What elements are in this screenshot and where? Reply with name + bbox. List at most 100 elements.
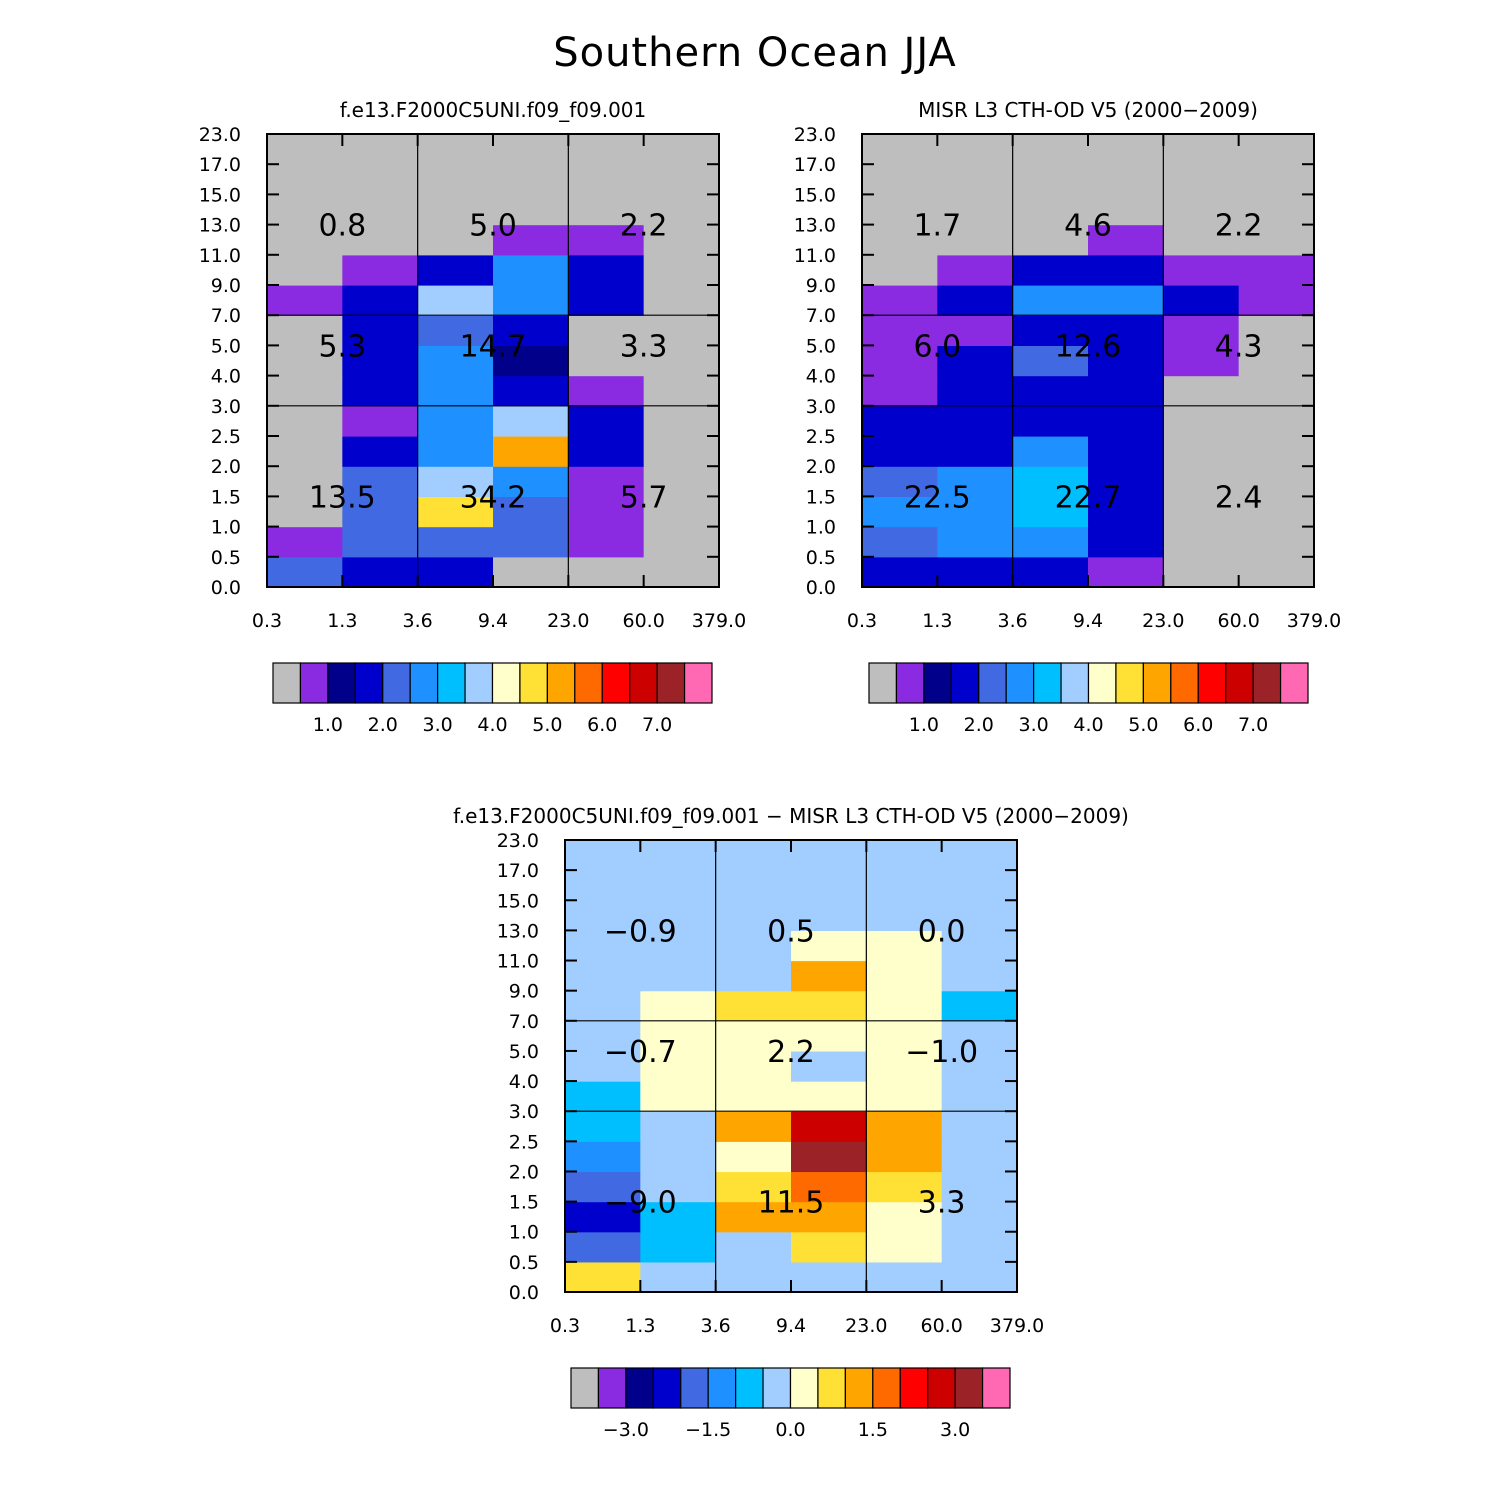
heatmap-cell <box>493 436 569 467</box>
heatmap-cell <box>1238 254 1315 286</box>
colorbar: 1.0 2.0 3.0 4.0 5.0 6.0 7.0 <box>272 662 713 736</box>
region-value: −9.0 <box>604 1186 677 1221</box>
heatmap-cell <box>1163 224 1240 256</box>
heatmap-cell <box>417 254 494 286</box>
heatmap-cell <box>866 930 943 962</box>
colorbar-swatch <box>707 1367 737 1409</box>
colorbar-swatch <box>491 662 521 704</box>
heatmap-cell <box>941 1141 1018 1173</box>
heatmap-cell <box>643 496 720 528</box>
y-tick-label: 13.0 <box>794 215 836 237</box>
heatmap-cell <box>493 466 569 497</box>
y-tick-label: 4.0 <box>211 366 241 388</box>
heatmap-cell <box>1088 405 1164 437</box>
heatmap-cell <box>866 1081 943 1112</box>
x-tick-label: 9.4 <box>478 610 508 632</box>
heatmap-cell <box>267 405 343 437</box>
y-tick-label: 1.0 <box>509 1222 539 1244</box>
y-tick-label: 2.5 <box>806 426 836 448</box>
x-tick-label: 9.4 <box>1073 610 1103 632</box>
heatmap-cell <box>937 496 1014 528</box>
heatmap-cell <box>493 405 569 437</box>
colorbar-swatch <box>954 1367 984 1409</box>
y-tick-label: 7.0 <box>806 305 836 327</box>
heatmap-cell <box>941 900 1018 931</box>
heatmap-cell <box>493 496 569 528</box>
colorbar-swatch <box>409 662 439 704</box>
heatmap-cell <box>1238 285 1315 316</box>
heatmap-cell <box>862 405 938 437</box>
colorbar-swatch <box>354 662 384 704</box>
colorbar-swatch <box>437 662 466 704</box>
heatmap-cell <box>568 224 645 256</box>
heatmap-cell <box>267 285 343 316</box>
x-ticks <box>564 839 1018 1293</box>
colorbar-swatch <box>1197 662 1227 704</box>
heatmap-cell <box>715 960 792 992</box>
heatmap-cell <box>1088 164 1164 195</box>
colorbar-label: 3.0 <box>940 1419 970 1441</box>
heatmap-cell <box>937 254 1014 286</box>
heatmap-cell <box>791 870 867 901</box>
region-value: 0.0 <box>918 914 966 949</box>
colorbar-label: 3.0 <box>1019 714 1049 736</box>
heatmap-cell <box>715 930 792 962</box>
heatmap-cell <box>568 556 645 588</box>
colorbar-label: 0.0 <box>775 1419 805 1441</box>
y-tick-label: 11.0 <box>199 245 241 267</box>
y-tick-label: 7.0 <box>211 305 241 327</box>
heatmap-cell <box>1163 134 1240 165</box>
region-value: 0.8 <box>318 209 366 244</box>
x-tick-label: 379.0 <box>692 610 746 632</box>
x-ticks <box>861 133 1315 588</box>
heatmap-cell <box>568 285 645 316</box>
region-value: 2.2 <box>767 1035 815 1070</box>
colorbar-label: 6.0 <box>1183 714 1213 736</box>
region-value: 12.6 <box>1055 329 1122 364</box>
heatmap-cell <box>565 870 641 901</box>
x-tick-label: 0.3 <box>550 1315 580 1337</box>
heatmap-cell <box>643 405 720 437</box>
region-value: 1.7 <box>913 209 961 244</box>
colorbar-swatch <box>382 662 411 704</box>
x-tick-label: 0.3 <box>847 610 877 632</box>
heatmap-cell <box>643 345 720 377</box>
colorbar: 1.0 2.0 3.0 4.0 5.0 6.0 7.0 <box>868 662 1309 736</box>
heatmap-cell <box>791 990 867 1022</box>
heatmap-cell <box>640 1261 717 1293</box>
y-tick-label: 15.0 <box>497 890 539 912</box>
colorbar-swatch <box>1252 662 1282 704</box>
colorbar-label: 1.0 <box>313 714 343 736</box>
panel-2: MISR L3 CTH-OD V5 (2000−2009) 1.7 4.6 2.2 6.… <box>794 98 1342 736</box>
heatmap-cell <box>568 526 645 558</box>
heatmap-cell <box>941 1020 1018 1052</box>
heatmap-cell <box>493 315 569 346</box>
y-tick-label: 13.0 <box>199 215 241 237</box>
region-value: 5.3 <box>318 329 366 364</box>
heatmap-cell <box>1012 375 1089 407</box>
heatmap-cell <box>565 990 641 1022</box>
region-value: 11.5 <box>758 1186 825 1221</box>
region-value: 34.2 <box>460 480 527 515</box>
heatmap-cell <box>568 375 645 407</box>
heatmap-cells <box>862 134 1315 588</box>
colorbar-label: 7.0 <box>1238 714 1268 736</box>
heatmap-cell <box>568 134 645 165</box>
colorbar-swatch <box>629 662 658 704</box>
heatmap-cell <box>640 1231 717 1263</box>
colorbar-label: 1.5 <box>858 1419 888 1441</box>
y-tick-label: 9.0 <box>806 275 836 297</box>
x-tick-label: 60.0 <box>623 610 665 632</box>
heatmap-cell <box>568 496 645 528</box>
heatmap-cell <box>791 1050 867 1082</box>
heatmap-cell <box>267 164 343 195</box>
heatmap-cell <box>1163 164 1240 195</box>
colorbar-swatch <box>981 1367 1011 1409</box>
heatmap-cell <box>937 164 1014 195</box>
y-tick-label: 17.0 <box>794 154 836 176</box>
y-tick-label: 1.0 <box>211 517 241 539</box>
heatmap-cell <box>417 315 494 346</box>
heatmap-cell <box>493 285 569 316</box>
panel-title: f.e13.F2000C5UNI.f09_f09.001 − MISR L3 C… <box>453 804 1129 828</box>
heatmap-cell <box>937 436 1014 467</box>
